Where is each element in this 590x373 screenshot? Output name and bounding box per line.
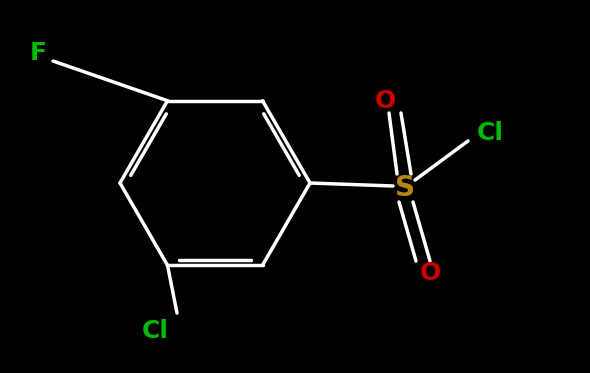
- Text: F: F: [30, 41, 47, 65]
- Text: S: S: [395, 174, 415, 202]
- Text: O: O: [375, 89, 396, 113]
- Text: O: O: [419, 261, 441, 285]
- Text: Cl: Cl: [142, 319, 169, 343]
- Text: Cl: Cl: [477, 121, 503, 145]
